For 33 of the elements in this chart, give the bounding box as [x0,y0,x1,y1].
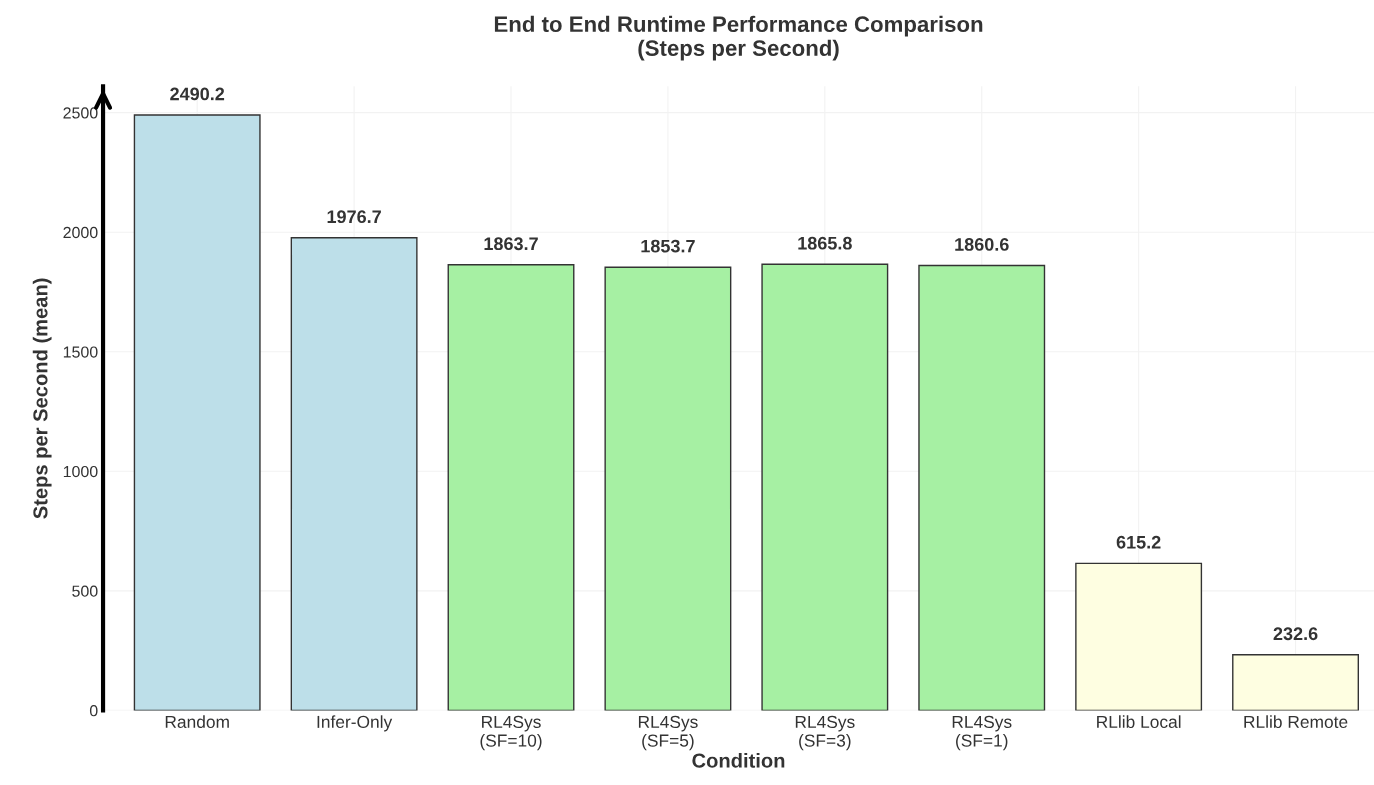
chart-title: End to End Runtime Performance Comparison (Steps per Second) [494,15,983,61]
bar [1232,654,1360,711]
data-label: 1865.8 [798,236,852,250]
x-tick-label: RL4Sys (SF=10) [480,715,542,751]
y-tick-label: 1500 [63,346,98,358]
y-tick-label: 2500 [63,107,98,119]
x-tick-label: RLlib Remote [1244,715,1348,729]
x-tick-label: Infer-Only [317,715,393,732]
bar [761,263,889,711]
x-tick-label: RL4Sys (SF=3) [795,715,855,751]
bar [133,114,261,711]
data-label: 232.6 [1273,627,1318,641]
x-axis-title: Condition [692,752,785,768]
data-label: 615.2 [1116,535,1161,549]
x-tick-label: RLlib Local [1097,715,1181,729]
y-tick-label: 2000 [63,226,98,239]
bar [1075,562,1203,711]
data-label: 1863.7 [484,237,538,251]
y-axis-title: Steps per Second (mean) [32,278,52,519]
y-tick-label: 1000 [63,465,98,478]
x-tick-label: RL4Sys (SF=5) [638,715,698,751]
data-label: 2490.2 [170,87,225,101]
data-label: 1860.6 [955,238,1009,251]
bar [447,264,575,711]
bar [290,237,418,711]
data-label: 1976.7 [327,210,381,224]
y-tick-label: 500 [72,585,98,597]
y-tick-label: 0 [89,705,98,717]
x-tick-label: RL4Sys (SF=1) [952,715,1012,751]
data-label: 1853.7 [641,239,695,253]
bar [604,266,732,711]
bar [918,264,1046,711]
x-tick-label: Random [165,715,229,729]
